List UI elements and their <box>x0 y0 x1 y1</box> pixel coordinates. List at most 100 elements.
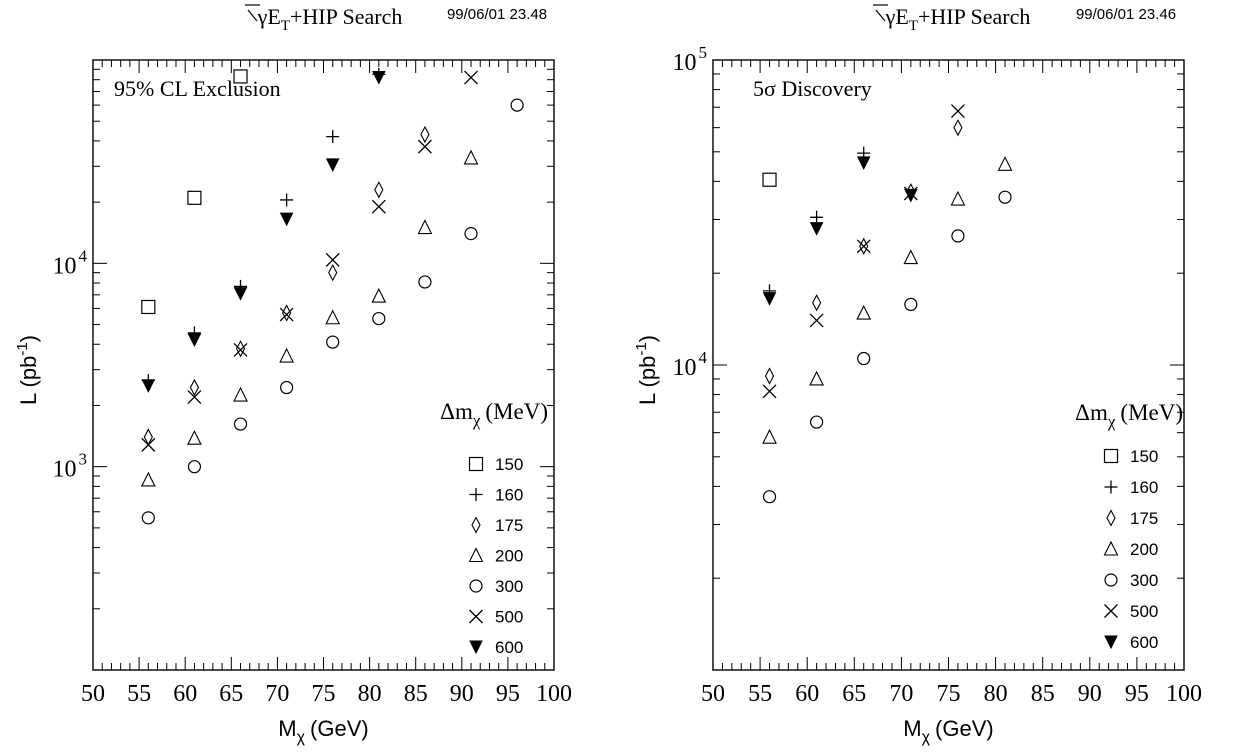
data-series <box>762 156 918 306</box>
data-point <box>951 229 965 243</box>
x-tick-label: 95 <box>496 681 520 707</box>
data-point <box>326 335 340 349</box>
data-point <box>374 181 384 199</box>
legend-title: Δmχ (MeV) <box>440 399 548 430</box>
data-point <box>187 190 202 205</box>
data-point <box>857 351 871 366</box>
exclusion-chart-panel: 50 55 60 65 70 75 80 85 90 95 100 10 3 10 4 γET+HIP Sea… <box>14 4 572 746</box>
data-point <box>325 158 340 172</box>
legend-marker-icon <box>468 547 484 563</box>
data-point <box>809 222 824 236</box>
legend-label: 200 <box>1130 540 1158 559</box>
data-series <box>140 149 479 487</box>
data-point <box>463 149 479 165</box>
x-tick-label: 85 <box>1031 681 1055 707</box>
x-tick-label: 70 <box>265 681 289 707</box>
data-point <box>372 71 386 85</box>
data-point <box>187 390 202 405</box>
x-tick-label: 65 <box>219 681 243 707</box>
y-tick-label: 10 5 <box>673 43 708 76</box>
legend-marker-icon <box>471 516 481 534</box>
data-point <box>810 415 824 429</box>
data-point <box>187 460 202 474</box>
x-tick-label: 75 <box>312 681 336 707</box>
data-point <box>279 212 294 227</box>
data-point <box>811 294 822 312</box>
data-point <box>418 275 432 289</box>
missing-et-slash <box>247 9 258 22</box>
data-point <box>809 313 824 328</box>
legend-label: 300 <box>1130 571 1158 590</box>
y-tick-label: 10 4 <box>673 348 708 381</box>
data-point <box>372 311 386 326</box>
x-tick-label: 65 <box>842 681 866 707</box>
data-point <box>233 386 248 402</box>
legend-label: 150 <box>495 455 523 474</box>
legend-label: 600 <box>1130 633 1158 652</box>
data-point <box>464 227 478 241</box>
data-series <box>141 67 386 388</box>
data-point <box>187 429 202 445</box>
data-series <box>141 98 524 525</box>
y-axis-ticks <box>713 59 1184 671</box>
data-series <box>762 190 1012 504</box>
data-series <box>763 146 871 298</box>
legend-label: 500 <box>495 608 523 627</box>
x-tick-label: 100 <box>536 681 572 707</box>
chart-title: γET+HIP Search <box>257 4 403 34</box>
data-point <box>464 70 478 85</box>
x-axis-ticks <box>712 60 1185 670</box>
data-point <box>325 309 341 325</box>
data-point <box>953 118 963 137</box>
data-point <box>997 156 1013 171</box>
missing-et-slash <box>875 9 886 22</box>
timestamp: 99/06/01 23.48 <box>447 6 547 23</box>
legend-label: 500 <box>1130 602 1158 621</box>
x-axis-label: Mχ (GeV) <box>903 716 993 746</box>
data-point <box>998 190 1012 204</box>
legend-label: 600 <box>495 638 523 657</box>
legend-entry: 200 <box>468 547 523 566</box>
data-series <box>762 156 1013 444</box>
legend-marker-icon <box>469 579 483 593</box>
data-point <box>510 98 524 112</box>
x-tick-label: 80 <box>358 681 382 707</box>
data-point <box>280 193 294 207</box>
data-point <box>189 378 200 397</box>
legend-entry: 175 <box>471 516 523 535</box>
x-tick-label: 75 <box>937 681 961 707</box>
data-series <box>141 71 386 393</box>
data-point <box>140 471 156 487</box>
data-point <box>762 172 777 187</box>
data-point <box>762 384 777 399</box>
legend-entry: 160 <box>1104 478 1158 497</box>
legend-entry: 300 <box>1104 571 1158 590</box>
x-tick-label: 80 <box>984 681 1008 707</box>
legend-entry: 500 <box>1104 602 1158 621</box>
data-point <box>417 139 432 154</box>
legend-label: 160 <box>1130 478 1158 497</box>
data-point <box>371 287 387 303</box>
legend-entry: 175 <box>1106 509 1158 528</box>
legend-marker-icon <box>1106 509 1116 527</box>
legend-marker-icon <box>468 456 484 472</box>
data-point <box>141 511 155 525</box>
data-point <box>233 287 248 301</box>
data-point <box>187 333 202 348</box>
data-series <box>762 172 777 187</box>
discovery-chart-panel: 50 55 60 65 70 75 80 85 90 95 100 10 4 10 5 γET+HIP Sea… <box>633 4 1202 746</box>
data-point <box>810 210 824 224</box>
y-tick-label: 10 3 <box>53 450 88 483</box>
legend-entry: 150 <box>468 455 523 474</box>
data-point <box>233 69 248 84</box>
legend-marker-icon <box>469 609 483 624</box>
legend-marker-icon <box>469 488 483 501</box>
legend-marker-icon <box>1104 573 1118 587</box>
data-point <box>809 370 825 386</box>
data-point <box>762 490 777 504</box>
data-point <box>279 307 294 322</box>
data-point <box>420 125 430 144</box>
chart-title: γET+HIP Search <box>885 4 1031 34</box>
data-point <box>762 428 777 444</box>
